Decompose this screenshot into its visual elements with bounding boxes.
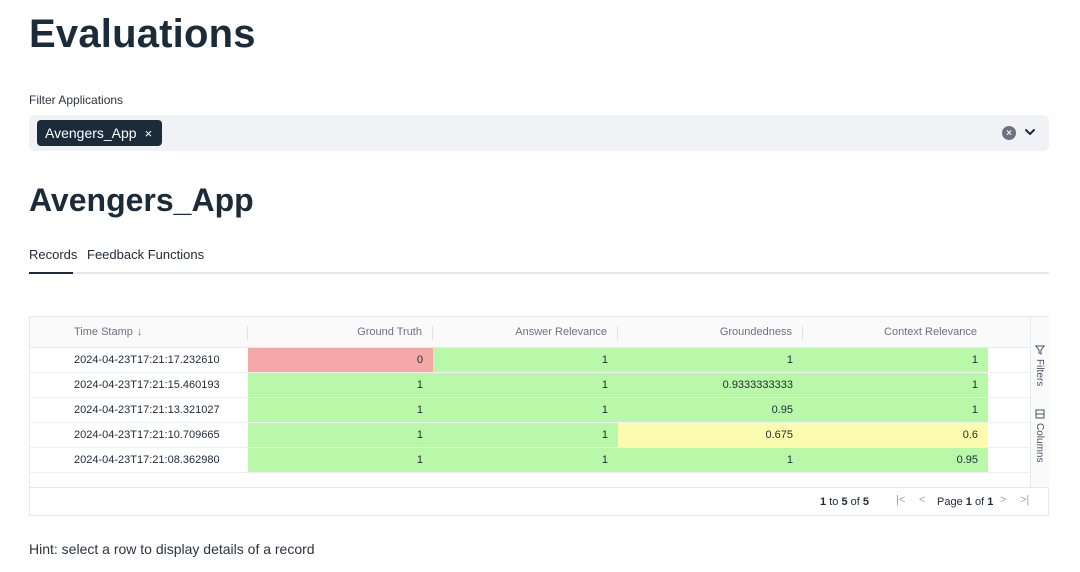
cell-context-relevance: 0.6 [803,423,988,447]
clear-all-icon[interactable]: × [1002,126,1016,140]
grid-header: Time Stamp ↓ Ground Truth Answer Relevanc… [30,317,1030,348]
cell-timestamp: 2024-04-23T17:21:13.321027 [74,404,220,416]
row-to: 5 [841,496,848,508]
of-word: of [850,496,860,508]
cell-context-relevance: 1 [803,373,988,397]
cell-groundedness: 1 [618,348,803,372]
cell-groundedness: 1 [618,448,803,472]
table-row[interactable]: 2024-04-23T17:21:17.232610 0 1 1 1 [30,348,1030,373]
filters-panel-button[interactable]: Filters [1034,345,1045,386]
app-title: Avengers_App [29,182,254,218]
page-word: Page [937,496,963,508]
header-separator [247,326,248,340]
cell-answer-relevance: 1 [433,423,618,447]
cell-ground-truth: 1 [248,448,433,472]
filter-label: Filter Applications [29,93,124,107]
first-page-icon[interactable]: |< [896,494,906,506]
cell-groundedness: 0.675 [618,423,803,447]
pagination-bar: 1 to 5 of 5 |< < Page 1 of 1 > >| [30,487,1048,515]
chevron-down-icon[interactable] [1023,125,1037,139]
header-answer-relevance[interactable]: Answer Relevance [515,326,607,338]
cell-answer-relevance: 1 [433,348,618,372]
cell-groundedness: 0.9333333333 [618,373,803,397]
cell-timestamp: 2024-04-23T17:21:10.709665 [74,429,220,441]
table-row[interactable]: 2024-04-23T17:21:08.362980 1 1 1 0.95 [30,448,1030,473]
cell-answer-relevance: 1 [433,398,618,422]
current-page: 1 [965,496,972,508]
page-count: 1 [987,496,994,508]
cell-ground-truth: 1 [248,423,433,447]
header-separator [802,326,803,340]
prev-page-icon[interactable]: < [919,494,926,506]
filter-icon [1034,345,1045,355]
page-title: Evaluations [29,12,256,56]
page-of-word: of [974,496,985,508]
cell-context-relevance: 0.95 [803,448,988,472]
columns-icon [1035,409,1044,419]
sort-desc-icon: ↓ [136,326,143,338]
cell-timestamp: 2024-04-23T17:21:15.460193 [74,379,220,391]
columns-label: Columns [1034,423,1045,463]
table-row[interactable]: 2024-04-23T17:21:13.321027 1 1 0.95 1 [30,398,1030,423]
table-row[interactable]: 2024-04-23T17:21:10.709665 1 1 0.675 0.6 [30,423,1030,448]
header-ground-truth[interactable]: Ground Truth [357,326,422,338]
last-page-icon[interactable]: >| [1020,494,1030,506]
chip-label: Avengers_App [45,125,137,141]
row-total: 5 [862,496,869,508]
records-grid: Time Stamp ↓ Ground Truth Answer Relevanc… [29,316,1049,516]
cell-context-relevance: 1 [803,348,988,372]
to-word: to [829,496,839,508]
header-separator [617,326,618,340]
tab-records[interactable]: Records [29,247,78,262]
columns-panel-button[interactable]: Columns [1034,409,1045,462]
hint-text: Hint: select a row to display details of… [29,541,315,557]
cell-ground-truth: 1 [248,398,433,422]
filters-label: Filters [1034,359,1045,387]
grid-side-panel: Filters Columns [1030,317,1049,487]
cell-context-relevance: 1 [803,398,988,422]
tab-bar: Records Feedback Functions [29,240,1049,274]
table-row[interactable]: 2024-04-23T17:21:15.460193 1 1 0.9333333… [30,373,1030,398]
header-groundedness[interactable]: Groundedness [719,326,792,338]
next-page-icon[interactable]: > [1000,494,1007,506]
tab-feedback-functions[interactable]: Feedback Functions [87,247,205,262]
cell-ground-truth: 0 [248,348,433,372]
header-label: Time Stamp [74,326,133,338]
header-context-relevance[interactable]: Context Relevance [884,326,977,338]
selected-app-chip[interactable]: Avengers_App × [37,120,163,146]
header-time-stamp[interactable]: Time Stamp ↓ [74,317,142,348]
header-separator [432,326,433,340]
page-indicator: Page 1 of 1 [937,496,993,508]
chip-remove-icon[interactable]: × [144,125,153,141]
cell-ground-truth: 1 [248,373,433,397]
cell-groundedness: 0.95 [618,398,803,422]
active-tab-underline [29,272,73,274]
row-from: 1 [820,496,827,508]
cell-answer-relevance: 1 [433,373,618,397]
cell-timestamp: 2024-04-23T17:21:17.232610 [74,354,220,366]
cell-timestamp: 2024-04-23T17:21:08.362980 [74,454,220,466]
application-multiselect[interactable]: Avengers_App × × [29,115,1049,151]
cell-answer-relevance: 1 [433,448,618,472]
pagination-summary: 1 to 5 of 5 [820,496,869,508]
